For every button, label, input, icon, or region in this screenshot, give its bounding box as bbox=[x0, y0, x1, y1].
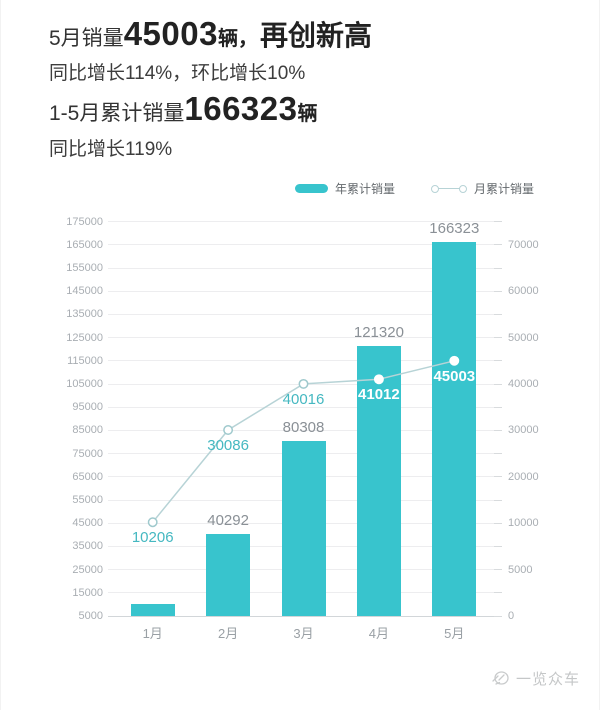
right-axis-tick bbox=[494, 337, 502, 339]
line-value-label: 40016 bbox=[282, 390, 325, 408]
watermark-logo-icon bbox=[492, 671, 509, 685]
gridline bbox=[108, 244, 494, 246]
right-axis-tick bbox=[494, 499, 502, 501]
gridline bbox=[108, 290, 494, 292]
bar-1月 bbox=[130, 603, 175, 616]
y-axis-label-right: 10000 bbox=[508, 517, 539, 530]
y-axis-label-left: 65000 bbox=[72, 470, 103, 483]
y-axis-label-left: 105000 bbox=[66, 378, 103, 390]
right-axis-tick bbox=[494, 221, 502, 223]
y-axis-label-left: 35000 bbox=[72, 540, 103, 553]
right-axis-tick bbox=[494, 244, 502, 246]
y-axis-label-left: 55000 bbox=[72, 494, 103, 506]
bar-2月 bbox=[206, 534, 251, 616]
y-axis-label-left: 115000 bbox=[67, 354, 103, 367]
gridline bbox=[108, 337, 494, 339]
bar-5月 bbox=[432, 241, 477, 616]
x-axis-label-month: 2月 bbox=[217, 626, 239, 641]
cumulative-prefix: 1-5月累计销量 bbox=[49, 102, 185, 125]
watermark-text: 一览众车 bbox=[516, 670, 581, 688]
y-axis-label-left: 95000 bbox=[72, 401, 103, 414]
legend-item-line-series: 月累计销量 bbox=[431, 180, 534, 197]
y-axis-label-left: 145000 bbox=[66, 285, 103, 298]
y-axis-label-right: 60000 bbox=[508, 285, 539, 298]
right-axis-tick bbox=[494, 360, 502, 362]
x-axis-label-month: 5月 bbox=[444, 626, 465, 641]
stat-growth-may: 同比增长114%，环比增长10% bbox=[49, 63, 306, 84]
right-axis-tick bbox=[494, 615, 502, 617]
x-axis-label-month: 1月 bbox=[142, 626, 163, 641]
y-axis-label-right: 0 bbox=[508, 610, 515, 622]
right-axis-tick bbox=[494, 569, 502, 571]
right-axis-tick bbox=[494, 592, 502, 594]
line-series-marker-icon bbox=[431, 184, 468, 194]
right-axis-tick bbox=[494, 290, 502, 292]
bar-series-swatch-icon bbox=[295, 184, 328, 193]
bar-value-label: 121320 bbox=[353, 324, 404, 342]
gridline bbox=[108, 313, 494, 315]
x-axis-label-month: 4月 bbox=[368, 626, 389, 641]
headline-sales-value: 45003 bbox=[123, 15, 218, 52]
headline-may-sales: 5月销量 45003 辆， 再创新高 bbox=[49, 14, 372, 54]
chart-legend: 年累计销量 月累计销量 bbox=[295, 180, 534, 197]
right-axis-tick bbox=[494, 476, 502, 478]
x-axis-label-month: 3月 bbox=[293, 626, 314, 641]
headline-unit: 辆， bbox=[217, 28, 258, 50]
y-axis-label-right: 70000 bbox=[508, 238, 539, 251]
right-axis-tick bbox=[494, 383, 502, 385]
y-axis-label-left: 135000 bbox=[66, 308, 103, 321]
right-axis-tick bbox=[494, 522, 502, 524]
cumulative-value: 166323 bbox=[184, 90, 298, 127]
y-axis-label-left: 165000 bbox=[66, 238, 103, 251]
right-axis-tick bbox=[494, 267, 502, 269]
y-axis-label-left: 15000 bbox=[72, 586, 103, 599]
gridline bbox=[108, 615, 494, 617]
bar-3月 bbox=[281, 441, 326, 616]
bar-value-label: 166323 bbox=[429, 219, 480, 237]
y-axis-label-right: 50000 bbox=[508, 331, 539, 344]
y-axis-label-right: 20000 bbox=[508, 470, 539, 483]
line-value-label: 41012 bbox=[358, 386, 400, 404]
gridline bbox=[108, 267, 494, 269]
line-value-label: 45003 bbox=[433, 367, 476, 385]
watermark: 一览众车 bbox=[490, 667, 580, 689]
y-axis-label-left: 45000 bbox=[72, 517, 103, 530]
y-axis-label-left: 155000 bbox=[66, 262, 103, 274]
y-axis-label-right: 30000 bbox=[508, 424, 539, 437]
y-axis-label-left: 75000 bbox=[72, 447, 103, 460]
line-value-label: 10206 bbox=[131, 529, 174, 547]
right-axis-tick bbox=[494, 545, 502, 547]
headline-highlight: 再创新高 bbox=[259, 20, 372, 51]
y-axis-label-left: 175000 bbox=[66, 215, 103, 228]
right-axis-tick bbox=[494, 406, 502, 408]
y-axis-label-left: 125000 bbox=[66, 331, 103, 344]
bar-value-label: 80308 bbox=[282, 419, 325, 437]
legend-item-bar-series: 年累计销量 bbox=[295, 180, 395, 197]
bar-value-label: 40292 bbox=[207, 512, 249, 530]
legend-label: 年累计销量 bbox=[335, 182, 396, 196]
headline-cumulative-sales: 1-5月累计销量 166323 辆 bbox=[49, 90, 317, 128]
headline-prefix: 5月销量 bbox=[49, 27, 124, 50]
gridline bbox=[108, 221, 494, 223]
cumulative-unit: 辆 bbox=[297, 103, 318, 125]
right-axis-tick bbox=[494, 313, 502, 315]
legend-label: 月累计销量 bbox=[474, 182, 535, 196]
y-axis-label-right: 40000 bbox=[508, 378, 539, 390]
line-value-label: 30086 bbox=[207, 437, 249, 454]
y-axis-label-left: 85000 bbox=[72, 424, 103, 437]
y-axis-label-right: 5000 bbox=[508, 563, 533, 576]
y-axis-label-left: 5000 bbox=[78, 610, 103, 622]
stat-growth-cumulative: 同比增长119% bbox=[49, 139, 173, 160]
y-axis-label-left: 25000 bbox=[72, 563, 103, 576]
right-axis-tick bbox=[494, 429, 502, 431]
right-axis-tick bbox=[494, 453, 502, 455]
